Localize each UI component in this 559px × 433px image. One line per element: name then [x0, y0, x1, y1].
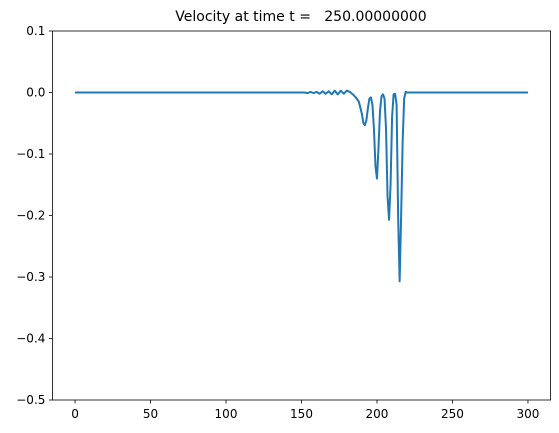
x-tick-label: 200 [366, 407, 389, 421]
data-line [75, 89, 528, 283]
x-tick-label: 50 [143, 407, 158, 421]
y-tick-label: −0.1 [16, 147, 45, 161]
axes-frame [52, 30, 552, 401]
y-tick-label: 0.0 [26, 86, 45, 100]
x-tick-label: 100 [215, 407, 238, 421]
x-tick-label: 250 [441, 407, 464, 421]
y-tick-label: −0.4 [16, 332, 45, 346]
y-tick-label: −0.5 [16, 393, 45, 407]
y-tick-label: −0.3 [16, 270, 45, 284]
chart-title: Velocity at time t = 250.00000000 [175, 9, 426, 25]
x-tick-label: 150 [290, 407, 313, 421]
y-tick-label: 0.1 [26, 24, 45, 38]
y-tick-label: −0.2 [16, 209, 45, 223]
x-tick-label: 0 [71, 407, 79, 421]
x-tick-label: 300 [517, 407, 540, 421]
